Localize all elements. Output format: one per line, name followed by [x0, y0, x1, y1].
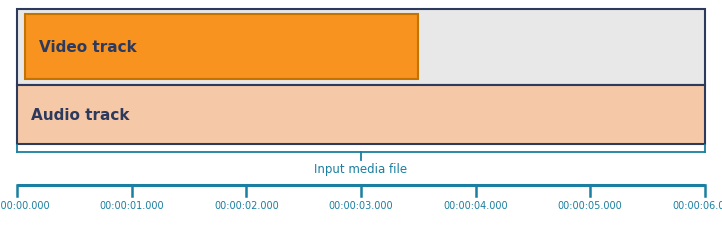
Text: 00:00:01.000: 00:00:01.000 [100, 200, 164, 210]
Text: 00:00:00.000: 00:00:00.000 [0, 200, 50, 210]
Text: 00:00:03.000: 00:00:03.000 [329, 200, 393, 210]
Bar [25, 15, 418, 80]
Bar [17, 85, 705, 144]
Bar [17, 10, 705, 85]
Text: 00:00:06.000: 00:00:06.000 [672, 200, 722, 210]
Text: 00:00:02.000: 00:00:02.000 [214, 200, 279, 210]
Text: 00:00:04.000: 00:00:04.000 [443, 200, 508, 210]
Text: Input media file: Input media file [315, 162, 407, 175]
Text: 00:00:05.000: 00:00:05.000 [558, 200, 622, 210]
Text: Video track: Video track [39, 40, 136, 55]
Text: Audio track: Audio track [31, 107, 129, 122]
